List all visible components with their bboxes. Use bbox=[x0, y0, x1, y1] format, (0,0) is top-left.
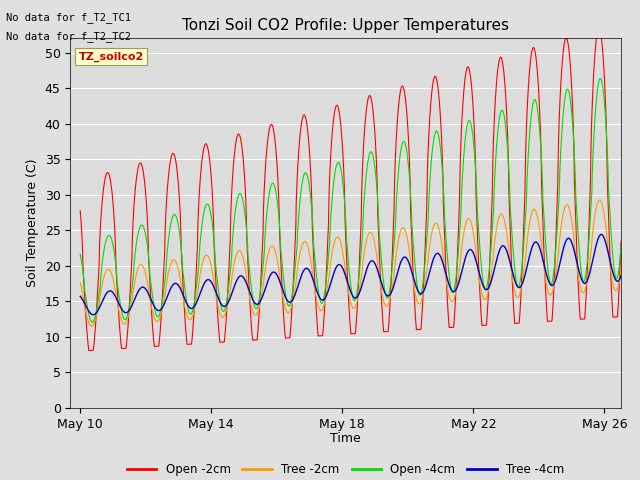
Open -2cm bbox=[196, 171, 204, 177]
Open -2cm bbox=[515, 319, 523, 325]
Tree -2cm bbox=[628, 192, 636, 198]
Open -4cm bbox=[88, 320, 96, 325]
Open -4cm bbox=[76, 252, 84, 257]
Tree -4cm bbox=[515, 285, 523, 290]
Tree -4cm bbox=[76, 293, 84, 299]
Tree -2cm bbox=[383, 303, 390, 309]
Open -4cm bbox=[629, 65, 637, 71]
Open -4cm bbox=[515, 283, 523, 288]
Open -4cm bbox=[634, 90, 640, 96]
Text: TZ_soilco2: TZ_soilco2 bbox=[79, 51, 144, 61]
Line: Tree -4cm: Tree -4cm bbox=[80, 231, 637, 315]
Text: No data for f_T2_TC2: No data for f_T2_TC2 bbox=[6, 31, 131, 42]
Text: No data for f_T2_TC1: No data for f_T2_TC1 bbox=[6, 12, 131, 23]
Open -4cm bbox=[383, 295, 390, 300]
Tree -2cm bbox=[244, 284, 252, 290]
Legend: Open -2cm, Tree -2cm, Open -4cm, Tree -4cm: Open -2cm, Tree -2cm, Open -4cm, Tree -4… bbox=[122, 458, 569, 480]
Open -2cm bbox=[76, 208, 84, 214]
Tree -2cm bbox=[189, 311, 197, 316]
Tree -4cm bbox=[634, 232, 640, 238]
Tree -2cm bbox=[634, 209, 640, 215]
Line: Open -4cm: Open -4cm bbox=[80, 68, 637, 323]
Tree -2cm bbox=[120, 321, 128, 327]
Open -2cm bbox=[189, 320, 197, 326]
Open -2cm bbox=[383, 329, 390, 335]
X-axis label: Time: Time bbox=[330, 432, 361, 445]
Tree -4cm bbox=[196, 289, 204, 295]
Open -4cm bbox=[189, 305, 197, 311]
Tree -4cm bbox=[244, 284, 252, 289]
Tree -4cm bbox=[90, 312, 97, 318]
Tree -4cm bbox=[630, 228, 638, 234]
Open -2cm bbox=[85, 348, 93, 353]
Open -4cm bbox=[120, 316, 128, 322]
Tree -2cm bbox=[88, 324, 95, 329]
Y-axis label: Soil Temperature (C): Soil Temperature (C) bbox=[26, 159, 39, 288]
Tree -2cm bbox=[515, 292, 523, 298]
Open -4cm bbox=[244, 245, 252, 251]
Tree -2cm bbox=[76, 280, 84, 286]
Line: Tree -2cm: Tree -2cm bbox=[80, 195, 637, 326]
Tree -2cm bbox=[196, 269, 204, 275]
Tree -4cm bbox=[120, 309, 128, 315]
Open -2cm bbox=[634, 67, 640, 73]
Title: Tonzi Soil CO2 Profile: Upper Temperatures: Tonzi Soil CO2 Profile: Upper Temperatur… bbox=[182, 18, 509, 33]
Tree -4cm bbox=[383, 292, 390, 298]
Open -2cm bbox=[244, 257, 252, 263]
Line: Open -2cm: Open -2cm bbox=[80, 19, 637, 350]
Tree -4cm bbox=[189, 305, 197, 311]
Open -2cm bbox=[120, 346, 128, 351]
Open -4cm bbox=[196, 234, 204, 240]
Open -2cm bbox=[628, 16, 636, 22]
